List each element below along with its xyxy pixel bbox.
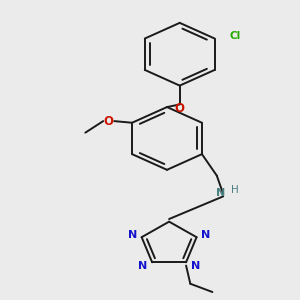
Text: N: N (128, 230, 137, 239)
Text: O: O (104, 115, 114, 128)
Text: O: O (175, 102, 185, 115)
Text: N: N (138, 261, 147, 271)
Text: Cl: Cl (230, 31, 241, 41)
Text: N: N (216, 188, 226, 198)
Text: N: N (191, 261, 200, 271)
Text: N: N (201, 230, 211, 239)
Text: H: H (231, 185, 239, 195)
